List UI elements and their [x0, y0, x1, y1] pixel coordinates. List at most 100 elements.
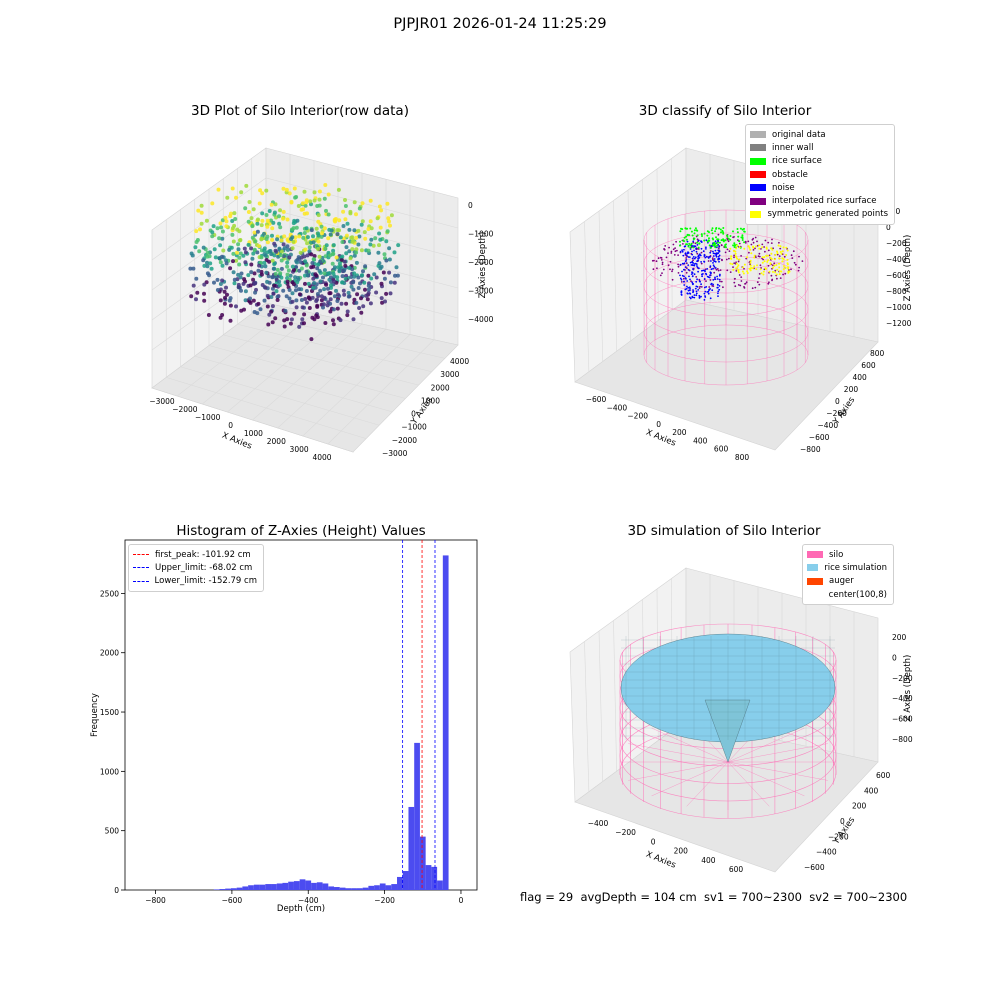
point	[218, 315, 223, 320]
point	[314, 273, 319, 278]
interp-point	[690, 246, 693, 249]
point	[316, 294, 321, 298]
rice-point	[725, 243, 727, 246]
interp-point	[755, 256, 757, 258]
grid-line	[233, 327, 296, 434]
point	[318, 258, 323, 263]
noise-point	[695, 247, 697, 250]
noise-point	[709, 256, 711, 258]
point	[274, 277, 279, 282]
symmetric-point	[776, 268, 779, 271]
point	[302, 260, 307, 265]
interp-point	[758, 252, 761, 255]
point	[297, 287, 301, 292]
symmetric-point	[764, 267, 767, 270]
histogram-bar	[213, 889, 220, 890]
symmetric-point	[782, 246, 785, 249]
interp-point	[707, 256, 710, 259]
point	[202, 263, 207, 268]
point	[337, 254, 342, 258]
point	[298, 275, 303, 280]
point	[274, 289, 279, 294]
noise-point	[714, 278, 717, 281]
noise-point	[718, 274, 721, 277]
interp-point	[754, 286, 757, 289]
noise-point	[717, 240, 719, 243]
symmetric-point	[737, 264, 740, 267]
interp-point	[697, 267, 700, 270]
point	[304, 235, 309, 239]
point	[217, 236, 222, 241]
silo-ring	[619, 667, 837, 749]
point	[384, 239, 389, 244]
noise-point	[690, 264, 693, 266]
panel1-y-axis-label: Y Axies	[409, 395, 436, 427]
point	[249, 221, 254, 226]
point	[290, 235, 295, 240]
point	[322, 295, 327, 300]
point	[262, 298, 267, 303]
symmetric-point	[729, 257, 732, 260]
symmetric-point	[746, 270, 749, 273]
z-tick-label: −200	[892, 674, 913, 683]
point	[250, 235, 255, 240]
symmetric-point	[786, 263, 789, 266]
point	[239, 190, 244, 195]
legend-swatch	[750, 144, 766, 152]
point	[302, 321, 306, 326]
point	[284, 190, 289, 195]
point	[332, 218, 337, 223]
point	[275, 234, 280, 239]
interp-point	[696, 238, 699, 241]
point	[355, 292, 360, 297]
point	[315, 312, 319, 317]
grid-line	[327, 339, 435, 445]
point	[319, 294, 324, 299]
interp-point	[682, 277, 685, 280]
point	[315, 303, 320, 308]
noise-point	[711, 244, 713, 247]
interp-point	[692, 241, 695, 244]
point	[260, 234, 265, 239]
point	[264, 213, 269, 217]
point	[366, 283, 371, 288]
point	[262, 246, 267, 251]
point	[303, 237, 308, 242]
point	[366, 273, 371, 278]
interp-point	[697, 239, 700, 242]
point	[257, 263, 262, 268]
interp-point	[728, 250, 731, 253]
noise-point	[717, 249, 720, 252]
point	[349, 275, 354, 279]
point	[272, 212, 277, 217]
point	[234, 304, 238, 309]
point	[316, 213, 321, 218]
point	[277, 251, 282, 256]
point	[251, 298, 256, 303]
point	[352, 239, 357, 244]
point	[296, 275, 300, 280]
silo-ring	[619, 638, 837, 714]
point	[256, 301, 261, 306]
noise-point	[717, 239, 719, 242]
grid-line	[180, 366, 380, 426]
point	[297, 234, 302, 239]
interp-point	[726, 237, 729, 240]
point	[218, 221, 223, 226]
point	[208, 228, 213, 233]
point	[383, 256, 387, 261]
noise-point	[681, 270, 683, 273]
symmetric-point	[781, 250, 784, 253]
point	[288, 232, 293, 237]
point	[254, 302, 259, 307]
point	[259, 272, 264, 277]
point	[251, 207, 256, 212]
point	[340, 280, 345, 285]
point	[270, 320, 275, 325]
point	[250, 223, 255, 228]
noise-point	[710, 283, 712, 286]
legend-swatch	[750, 210, 762, 218]
point	[343, 276, 348, 281]
interp-point	[758, 283, 761, 286]
histogram-bar	[236, 887, 243, 890]
